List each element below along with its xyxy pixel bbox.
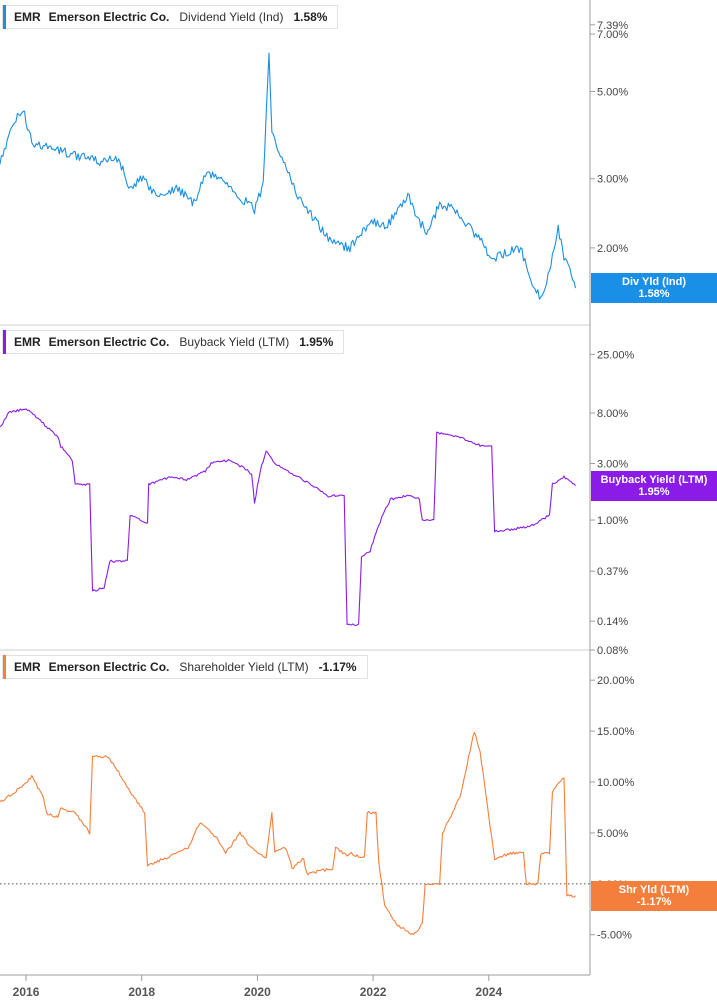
legend-swatch [3, 5, 6, 29]
flag-value: 1.58% [638, 288, 670, 300]
legend-ticker: EMR [14, 335, 41, 349]
y-tick-label: 25.00% [597, 349, 635, 361]
legend-company: Emerson Electric Co. [48, 335, 170, 349]
flag-buyback-yield: Buyback Yield (LTM) 1.95% [591, 471, 717, 501]
y-tick-label: 0.37% [597, 566, 628, 578]
x-tick-label: 2022 [360, 985, 387, 999]
y-tick-label: 8.00% [597, 408, 628, 420]
y-tick-label: 0.08% [597, 645, 628, 657]
legend-company: Emerson Electric Co. [48, 660, 170, 674]
legend-dividend-yield: EMR Emerson Electric Co. Dividend Yield … [2, 5, 339, 29]
x-tick-label: 2018 [128, 985, 155, 999]
y-tick-label: 15.00% [597, 726, 635, 738]
flag-value: -1.17% [636, 896, 672, 908]
series-line-dividend [0, 52, 577, 300]
panel-dividend: 7.39%7.00% 5.00% 3.00% 2.00% [0, 20, 628, 300]
y-tick-label: 0.14% [597, 616, 628, 628]
series-line-shareholder [0, 731, 576, 935]
legend-company: Emerson Electric Co. [48, 10, 170, 24]
legend-swatch [3, 330, 6, 354]
legend-swatch [3, 655, 6, 679]
flag-label: Shr Yld (LTM) [618, 884, 690, 896]
legend-metric: Shareholder Yield (LTM) [179, 660, 309, 674]
y-tick-label: 10.00% [597, 777, 635, 789]
y-tick-label: 3.00% [597, 174, 628, 186]
chart-panels: 7.39%7.00% 5.00% 3.00% 2.00% 25.00% 8.00% 3.00… [0, 0, 635, 975]
x-tick-label: 2020 [244, 985, 271, 999]
legend-buyback-yield: EMR Emerson Electric Co. Buyback Yield (… [2, 330, 345, 354]
y-tick-label: 20.00% [597, 675, 635, 687]
flag-label: Div Yld (Ind) [622, 276, 686, 288]
y-tick-label: 2.00% [597, 243, 628, 255]
y-tick-label: 7.00% [597, 29, 628, 41]
panel-buyback: 25.00% 8.00% 3.00% 1.00% 0.37% 0.14% 0.08% [0, 349, 635, 657]
flag-shareholder-yield: Shr Yld (LTM) -1.17% [591, 881, 717, 911]
flag-dividend-yield: Div Yld (Ind) 1.58% [591, 273, 717, 303]
x-axis: 2016 2018 2020 2022 2024 [0, 974, 590, 999]
legend-metric: Buyback Yield (LTM) [179, 335, 290, 349]
y-tick-label: 5.00% [597, 86, 628, 98]
y-tick-label: -5.00% [597, 930, 632, 942]
x-tick-label: 2024 [475, 985, 502, 999]
legend-value: 1.58% [293, 10, 328, 24]
legend-metric: Dividend Yield (Ind) [179, 10, 284, 24]
legend-shareholder-yield: EMR Emerson Electric Co. Shareholder Yie… [2, 655, 368, 679]
y-tick-label: 5.00% [597, 828, 628, 840]
flag-value: 1.95% [638, 486, 670, 498]
legend-ticker: EMR [14, 10, 41, 24]
x-tick-label: 2016 [13, 985, 40, 999]
series-line-buyback [0, 408, 576, 627]
legend-value: 1.95% [299, 335, 334, 349]
legend-value: -1.17% [318, 660, 357, 674]
y-tick-label: 7.39% [597, 20, 628, 32]
y-tick-label: 3.00% [597, 458, 628, 470]
y-tick-label: 1.00% [597, 515, 628, 527]
flag-label: Buyback Yield (LTM) [600, 474, 708, 486]
legend-ticker: EMR [14, 660, 41, 674]
panel-shareholder: 20.00%15.00%10.00%5.00%0.00%-5.00% [0, 675, 635, 942]
